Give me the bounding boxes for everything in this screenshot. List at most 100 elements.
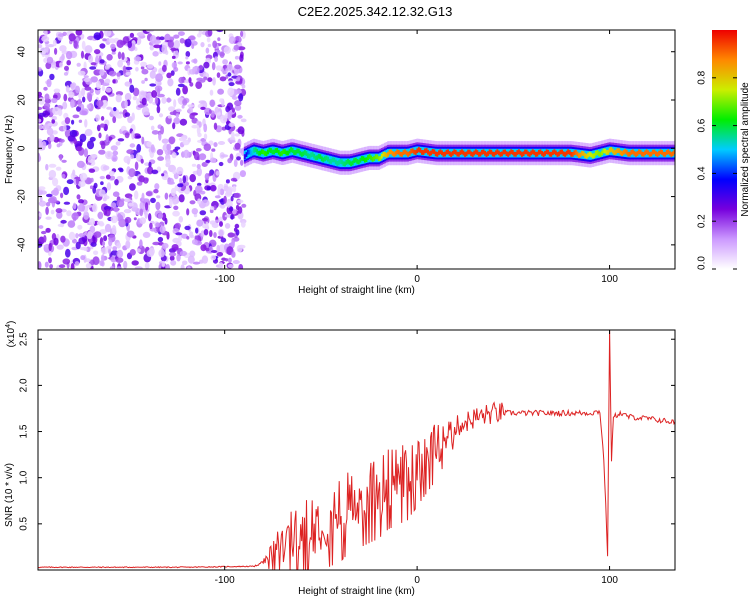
noise-speckle	[217, 187, 221, 196]
noise-speckle	[222, 59, 229, 65]
ridge-cell	[288, 148, 291, 154]
noise-speckle	[165, 158, 171, 166]
ridge-cell	[548, 151, 551, 157]
ridge-cell	[607, 149, 610, 155]
noise-speckle	[173, 34, 180, 39]
ridge-cell	[268, 147, 271, 153]
noise-speckle	[59, 62, 63, 68]
noise-speckle	[222, 65, 228, 69]
noise-speckle	[199, 210, 207, 216]
noise-speckle	[142, 231, 151, 238]
ridge-cell	[650, 151, 653, 157]
ridge-cell	[653, 149, 656, 155]
ridge-cell	[339, 159, 342, 164]
ridge-cell	[581, 150, 583, 156]
noise-speckle	[111, 51, 116, 55]
noise-speckle	[234, 133, 240, 137]
ridge-cell	[554, 150, 557, 156]
noise-speckle	[217, 37, 221, 42]
noise-speckle	[83, 75, 89, 79]
noise-speckle	[211, 148, 216, 152]
noise-speckle	[164, 149, 171, 156]
ridge-cell	[290, 147, 292, 152]
noise-speckle	[140, 91, 147, 96]
ridge-cell	[282, 149, 285, 154]
ridge-cell	[342, 161, 345, 167]
ridge-cell	[457, 151, 460, 157]
ridge-cell	[473, 150, 476, 156]
ridge-cell	[647, 150, 650, 156]
noise-speckle	[146, 249, 155, 257]
noise-speckle	[227, 264, 234, 268]
noise-speckle	[141, 97, 147, 106]
noise-speckle	[90, 177, 94, 183]
ridge-cell	[561, 149, 563, 155]
ridge-cell	[493, 152, 496, 157]
noise-speckle	[141, 136, 145, 145]
noise-speckle	[51, 97, 58, 104]
noise-speckle	[38, 97, 45, 105]
noise-speckle	[153, 39, 162, 44]
y-tick-label: 2.5	[19, 332, 30, 346]
ridge-cell	[651, 149, 654, 155]
ridge-cell	[598, 151, 600, 157]
ridge-cell	[588, 151, 591, 157]
ridge-cell	[260, 149, 263, 154]
noise-speckle	[158, 113, 164, 118]
colorbar-tick-label: 0.8	[697, 70, 708, 84]
noise-speckle	[113, 206, 119, 213]
ridge-cell	[505, 151, 508, 156]
noise-speckle	[240, 118, 247, 123]
ridge-cell	[582, 151, 585, 156]
noise-speckle	[46, 193, 53, 198]
ridge-cell	[254, 147, 257, 153]
noise-speckle	[45, 206, 49, 215]
noise-speckle	[231, 107, 235, 113]
noise-speckle	[41, 230, 47, 235]
ridge-cell	[397, 149, 400, 155]
noise-speckle	[124, 81, 131, 87]
spectrogram-axes: -100 0 100 -40 -20 0 20 40	[17, 30, 675, 285]
noise-speckle	[93, 231, 102, 238]
noise-speckle	[182, 85, 189, 95]
x-tick-label: 0	[414, 274, 420, 285]
noise-speckle	[108, 70, 117, 77]
noise-speckle	[116, 72, 121, 77]
noise-speckle	[187, 35, 196, 41]
ridge-cell	[477, 151, 480, 157]
noise-speckle	[124, 132, 130, 139]
noise-speckle	[238, 93, 244, 102]
ridge-cell	[639, 149, 642, 155]
ridge-cell	[658, 150, 660, 156]
noise-speckle	[218, 262, 224, 269]
noise-speckle	[178, 76, 185, 84]
y-tick-label: 1.0	[19, 470, 30, 484]
colorbar-tick-label: 0.4	[697, 166, 708, 180]
noise-speckle	[111, 154, 118, 162]
noise-speckle	[177, 61, 183, 65]
noise-speckle	[127, 116, 133, 124]
ridge-cell	[308, 153, 311, 159]
noise-speckle	[208, 109, 212, 114]
noise-speckle	[95, 80, 101, 90]
ridge-cell	[371, 157, 374, 162]
noise-speckle	[154, 96, 159, 105]
noise-speckle	[75, 30, 83, 36]
noise-speckle	[185, 56, 189, 60]
noise-speckle	[158, 132, 162, 141]
noise-speckle	[193, 58, 198, 64]
noise-speckle	[86, 104, 91, 109]
noise-speckle	[99, 59, 105, 64]
noise-speckle	[146, 94, 150, 102]
noise-speckle	[169, 255, 175, 261]
ridge-cell	[293, 150, 296, 155]
ridge-cell	[574, 149, 577, 155]
noise-speckle	[74, 261, 80, 266]
ridge-cell	[360, 156, 363, 161]
ridge-cell	[340, 159, 343, 165]
noise-speckle	[139, 239, 143, 249]
noise-speckle	[144, 262, 150, 269]
noise-speckle	[218, 161, 224, 167]
noise-speckle	[179, 177, 183, 184]
noise-speckle	[125, 71, 132, 76]
